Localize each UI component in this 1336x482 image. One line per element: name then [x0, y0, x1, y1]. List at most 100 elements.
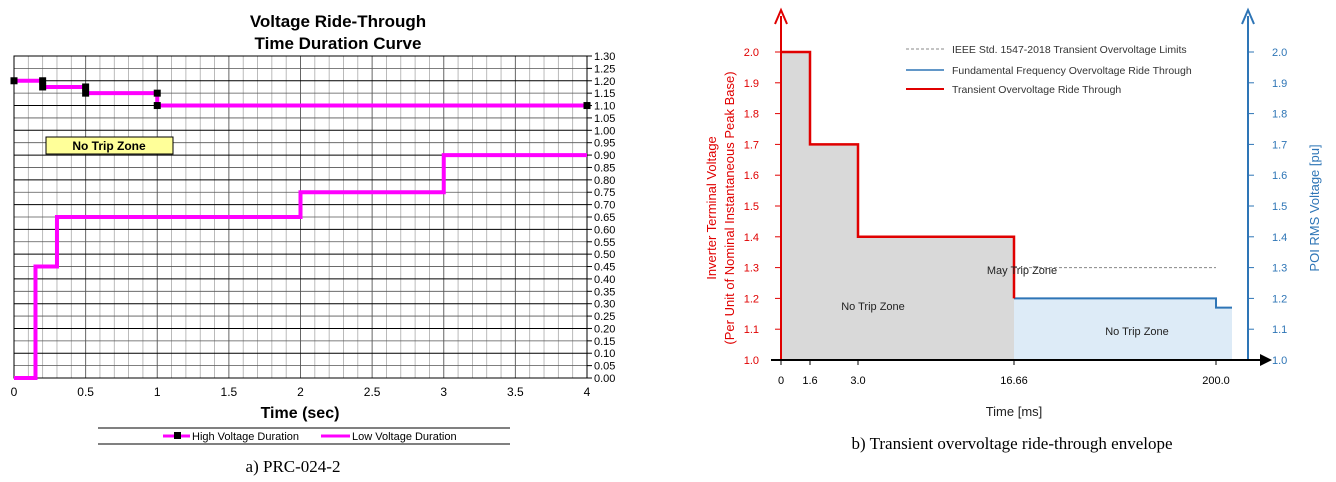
right-y-tick-label: 1.8 [1272, 109, 1287, 121]
chart-a-x-ticks: 0 0.5 1 1.5 2 2.5 3 3.5 4 [11, 385, 591, 399]
x-tick-label: 3.5 [507, 385, 524, 399]
legend-label-high: High Voltage Duration [192, 431, 299, 443]
x-tick-label: 0 [11, 385, 18, 399]
chart-b-axes: 1.0 1.1 1.2 1.3 1.4 1.5 1.6 1.7 1.8 1.9 2.0 1.0 1.1 1… [744, 7, 1287, 387]
left-y-tick-label: 1.9 [744, 78, 759, 90]
chart-a-subtitle: Time Duration Curve [255, 34, 422, 53]
chart-b-legend: IEEE Std. 1547-2018 Transient Overvoltag… [906, 44, 1192, 96]
chart-b-zone-fills [781, 52, 1232, 360]
y-tick-label: 0.45 [594, 262, 615, 274]
chart-b-xlabel: Time [ms] [986, 404, 1043, 419]
y-tick-label: 0.75 [594, 187, 615, 199]
left-y-tick-label: 1.0 [744, 355, 759, 367]
y-tick-label: 0.05 [594, 361, 615, 373]
y-tick-label: 1.25 [594, 63, 615, 75]
y-tick-label: 0.20 [594, 323, 615, 335]
chart-b-series [781, 50, 1232, 309]
series-fundamental-ovrt-line [1014, 297, 1232, 309]
chart-a-title: Voltage Ride-Through [250, 12, 426, 31]
y-tick-label: 0.65 [594, 212, 615, 224]
y-tick-label: 0.30 [594, 299, 615, 311]
chart-a-series [10, 77, 591, 380]
y-tick-label: 0.60 [594, 224, 615, 236]
x-axis-arrow [1260, 354, 1272, 366]
left-y-tick-label: 1.5 [744, 201, 759, 213]
chart-a: Voltage Ride-Through Time Duration Curve… [10, 12, 615, 476]
y-tick-label: 0.90 [594, 150, 615, 162]
x-tick-label: 2.5 [364, 385, 381, 399]
y-tick-label: 0.95 [594, 138, 615, 150]
y-tick-label: 0.35 [594, 286, 615, 298]
legend-label-transient: Transient Overvoltage Ride Through [952, 84, 1121, 96]
y-tick-label: 0.10 [594, 348, 615, 360]
left-y-tick-label: 1.3 [744, 263, 759, 275]
x-tick-label: 200.0 [1202, 375, 1230, 387]
y-tick-label: 0.85 [594, 162, 615, 174]
right-axis-arrow [1241, 7, 1255, 25]
legend-label-fundamental: Fundamental Frequency Overvoltage Ride T… [952, 65, 1192, 77]
series-high-voltage-marker [39, 77, 47, 85]
legend-marker-high [174, 432, 181, 439]
chart-b-ylabel-left-2: (Per Unit of Nominal Instantaneous Peak … [722, 71, 737, 344]
x-tick-label: 1.6 [802, 375, 817, 387]
series-low-voltage-line [14, 153, 587, 380]
y-tick-label: 0.40 [594, 274, 615, 286]
right-y-tick-label: 1.1 [1272, 324, 1287, 336]
x-tick-label: 2 [297, 385, 304, 399]
zone-fill-no-trip-transient [781, 52, 1014, 360]
y-tick-label: 1.15 [594, 88, 615, 100]
x-tick-label: 16.66 [1000, 375, 1028, 387]
legend-label-ieee: IEEE Std. 1547-2018 Transient Overvoltag… [952, 44, 1187, 56]
y-tick-label: 0.00 [594, 373, 615, 385]
series-high-voltage-marker [10, 77, 18, 85]
x-tick-label: 3.0 [850, 375, 865, 387]
right-y-tick-label: 1.6 [1272, 170, 1287, 182]
right-y-tick-label: 1.3 [1272, 263, 1287, 275]
left-y-tick-label: 1.8 [744, 109, 759, 121]
y-tick-label: 1.10 [594, 101, 615, 113]
series-high-voltage-marker [153, 89, 161, 97]
chart-b-zone-no-trip-left: No Trip Zone [841, 301, 905, 313]
right-y-tick-label: 1.2 [1272, 293, 1287, 305]
right-y-tick-label: 1.4 [1272, 232, 1287, 244]
left-y-tick-label: 1.7 [744, 139, 759, 151]
series-high-voltage-marker [153, 102, 161, 110]
right-y-tick-label: 1.7 [1272, 139, 1287, 151]
left-y-tick-label: 1.2 [744, 293, 759, 305]
chart-b: 1.0 1.1 1.2 1.3 1.4 1.5 1.6 1.7 1.8 1.9 2.0 1.0 1.1 1… [704, 7, 1322, 453]
y-tick-label: 1.05 [594, 113, 615, 125]
chart-a-zone-label: No Trip Zone [72, 139, 146, 153]
series-high-voltage-marker [82, 83, 90, 91]
zone-fill-no-trip-fundamental [1014, 298, 1232, 360]
chart-a-xlabel: Time (sec) [261, 405, 340, 422]
chart-a-zone-box [45, 136, 174, 155]
series-high-voltage-marker [583, 102, 591, 110]
y-tick-label: 0.15 [594, 336, 615, 348]
chart-a-legend: High Voltage Duration Low Voltage Durati… [98, 427, 510, 445]
x-tick-label: 0.5 [77, 385, 94, 399]
chart-b-ylabel-left-1: Inverter Terminal Voltage [704, 136, 719, 280]
chart-a-caption: a) PRC-024-2 [246, 457, 341, 476]
right-y-tick-label: 2.0 [1272, 47, 1287, 59]
left-y-tick-label: 1.6 [744, 170, 759, 182]
y-tick-label: 1.00 [594, 125, 615, 137]
chart-a-y-ticks: 0.000.050.100.150.200.250.300.350.400.45… [587, 51, 615, 385]
x-tick-label: 1 [154, 385, 161, 399]
left-y-tick-label: 1.4 [744, 232, 759, 244]
right-y-tick-label: 1.5 [1272, 201, 1287, 213]
right-y-tick-label: 1.0 [1272, 355, 1287, 367]
chart-b-ylabel-right: POI RMS Voltage [pu] [1307, 144, 1322, 271]
y-tick-label: 0.55 [594, 237, 615, 249]
series-high-voltage-marker [82, 89, 90, 97]
y-tick-label: 0.70 [594, 200, 615, 212]
right-y-tick-label: 1.9 [1272, 78, 1287, 90]
series-transient-ovrt-line [781, 50, 1016, 299]
y-tick-label: 0.50 [594, 249, 615, 261]
left-y-tick-label: 2.0 [744, 47, 759, 59]
x-tick-label: 0 [778, 375, 784, 387]
x-tick-label: 3 [440, 385, 447, 399]
chart-b-caption: b) Transient overvoltage ride-through en… [851, 434, 1172, 453]
y-tick-label: 0.25 [594, 311, 615, 323]
x-tick-label: 1.5 [221, 385, 238, 399]
